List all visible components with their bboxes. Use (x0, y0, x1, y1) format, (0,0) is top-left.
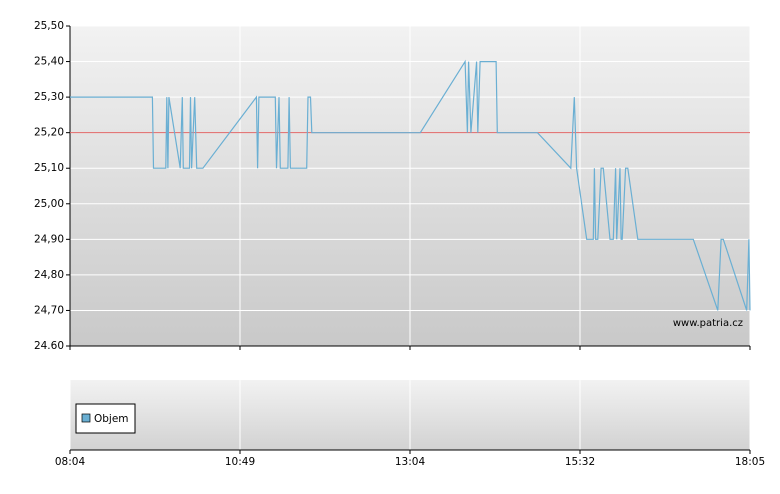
price-line (70, 59, 751, 311)
y-tick-label: 25,20 (34, 127, 64, 139)
x-tick-label: 15:32 (565, 456, 595, 468)
y-tick-label: 24,70 (34, 304, 64, 316)
y-tick-label: 25,00 (34, 198, 64, 210)
y-tick-label: 25,10 (34, 162, 64, 174)
y-tick-label: 25,50 (34, 20, 64, 32)
legend-label: Objem (94, 413, 129, 425)
x-tick-label: 08:04 (55, 456, 86, 468)
y-tick-label: 25,30 (34, 91, 64, 103)
x-tick-label: 18:05 (735, 456, 765, 468)
y-tick-label: 24,80 (34, 269, 64, 281)
watermark: www.patria.cz (673, 318, 743, 329)
y-tick-label: 24,90 (34, 233, 64, 245)
legend-swatch (81, 413, 91, 423)
x-tick-label: 13:04 (395, 456, 426, 468)
y-tick-label: 24.60 (34, 340, 64, 352)
y-tick-label: 25,40 (34, 56, 64, 68)
x-tick-label: 10:49 (225, 456, 255, 468)
